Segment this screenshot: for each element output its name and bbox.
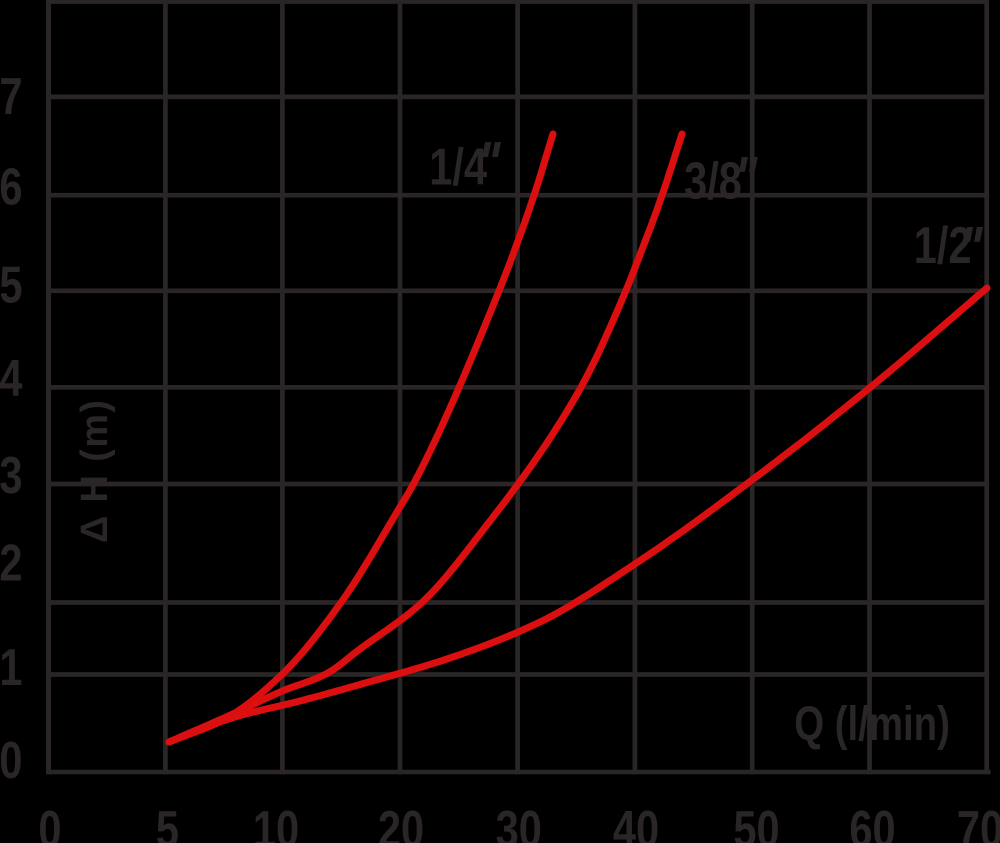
svg-text:2: 2	[0, 533, 23, 592]
svg-text:Q (l/min): Q (l/min)	[794, 698, 950, 751]
svg-text:50: 50	[733, 800, 779, 843]
svg-text:0: 0	[0, 731, 23, 790]
svg-text:3: 3	[0, 445, 23, 504]
svg-text:40: 40	[613, 800, 659, 843]
svg-text:5: 5	[156, 800, 179, 843]
svg-text:20: 20	[378, 800, 424, 843]
svg-text:5: 5	[0, 255, 23, 314]
svg-text:0: 0	[38, 800, 61, 843]
svg-text:10: 10	[253, 800, 299, 843]
svg-text:Δ H (m): Δ H (m)	[74, 400, 116, 543]
svg-text:1/4: 1/4	[429, 137, 487, 196]
svg-text:3/8: 3/8	[684, 151, 742, 210]
svg-text:1: 1	[0, 637, 23, 696]
svg-text:6: 6	[0, 157, 23, 216]
svg-text:60: 60	[849, 800, 895, 843]
svg-text:7: 7	[0, 66, 23, 125]
svg-text:1/2: 1/2	[914, 215, 972, 274]
svg-text:70: 70	[957, 800, 1000, 843]
svg-text:30: 30	[496, 800, 542, 843]
svg-text:4: 4	[0, 349, 23, 408]
